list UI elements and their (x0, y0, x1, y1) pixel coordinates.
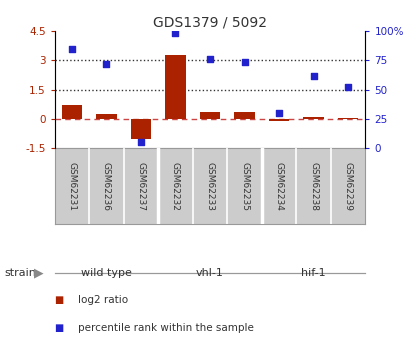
Text: GSM62234: GSM62234 (275, 162, 284, 211)
Text: log2 ratio: log2 ratio (78, 295, 128, 305)
Bar (234, 112, 255, 119)
Bar (61, 105, 82, 119)
Text: GSM62232: GSM62232 (171, 162, 180, 211)
Text: GSM62237: GSM62237 (136, 162, 145, 211)
Text: GSM62236: GSM62236 (102, 162, 111, 211)
Text: wild type: wild type (81, 268, 132, 277)
Point (241, 59, 248, 64)
Point (68, 46, 75, 51)
Text: GSM62239: GSM62239 (344, 162, 353, 211)
Bar (338, 118, 359, 119)
Text: ■: ■ (55, 295, 64, 305)
Point (103, 61, 110, 67)
Bar (200, 112, 221, 119)
Text: ▶: ▶ (34, 266, 43, 279)
Bar (165, 55, 186, 119)
Text: GSM62238: GSM62238 (309, 162, 318, 211)
Bar (269, 119, 289, 121)
Point (276, 110, 282, 116)
Point (310, 73, 317, 78)
Bar (131, 119, 151, 139)
Bar (303, 117, 324, 119)
Text: GSM62233: GSM62233 (205, 162, 215, 211)
Point (172, 31, 179, 36)
Title: GDS1379 / 5092: GDS1379 / 5092 (153, 16, 267, 30)
Point (345, 85, 352, 90)
Text: GSM62235: GSM62235 (240, 162, 249, 211)
Point (207, 57, 213, 62)
Text: hif-1: hif-1 (301, 268, 326, 277)
Bar (96, 114, 117, 119)
Text: vhl-1: vhl-1 (196, 268, 224, 277)
Point (138, 140, 144, 145)
Text: GSM62231: GSM62231 (67, 162, 76, 211)
Text: strain: strain (4, 268, 36, 277)
Text: percentile rank within the sample: percentile rank within the sample (78, 323, 254, 333)
Text: ■: ■ (55, 323, 64, 333)
